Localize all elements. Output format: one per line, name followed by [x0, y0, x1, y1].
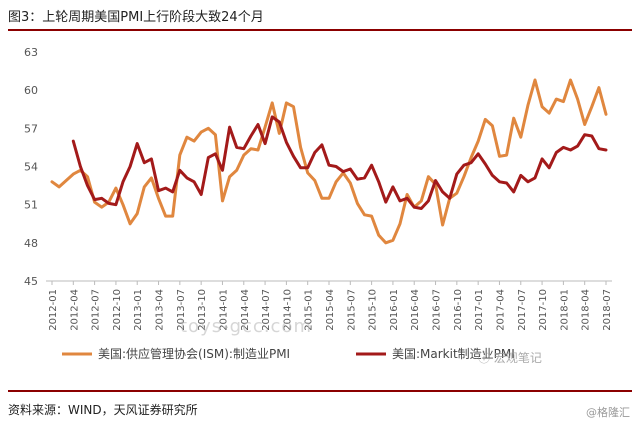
x-tick-label: 2014-10 [282, 289, 293, 331]
x-tick-label: 2016-07 [432, 289, 443, 331]
x-tick-label: 2014-04 [240, 289, 251, 331]
y-tick-label: 57 [24, 122, 38, 135]
legend: 美国:供应管理协会(ISM):制造业PMI 美国:Markit制造业PMI [62, 346, 515, 361]
top-rule [8, 29, 632, 31]
y-tick-label: 60 [24, 84, 38, 97]
x-tick-label: 2015-07 [346, 289, 357, 331]
bottom-rule [8, 390, 632, 392]
x-tick-label: 2016-04 [410, 289, 421, 331]
x-tick-label: 2017-01 [474, 289, 485, 331]
x-tick-label: 2018-01 [559, 289, 570, 331]
x-tick-label: 2017-10 [538, 289, 549, 331]
corner-watermark: @格隆汇 [586, 406, 630, 419]
x-tick-label: 2015-04 [325, 289, 336, 331]
y-tick-label: 54 [24, 161, 38, 174]
x-tick-label: 2015-01 [304, 289, 315, 331]
y-tick-label: 48 [24, 237, 38, 250]
x-tick-label: 2015-10 [368, 289, 379, 331]
y-tick-label: 45 [24, 275, 38, 288]
y-tick-label: 51 [24, 199, 38, 212]
x-tick-label: 2013-10 [197, 289, 208, 331]
x-tick-label: 2012-10 [112, 289, 123, 331]
y-axis: 45 48 51 54 57 60 63 [24, 46, 38, 288]
x-tick-label: 2014-07 [261, 289, 272, 331]
legend-label: 美国:Markit制造业PMI [392, 347, 515, 361]
x-tick-label: 2013-07 [176, 289, 187, 331]
x-tick-label: 2012-07 [91, 289, 102, 331]
x-tick-label: 2017-07 [517, 289, 528, 331]
x-tick-label: 2012-01 [48, 289, 59, 331]
x-tick-label: 2013-04 [155, 289, 166, 331]
center-watermark: toys-gcc.com [180, 316, 312, 337]
ism-pmi-line [50, 78, 608, 245]
y-tick-label: 63 [24, 46, 38, 59]
x-tick-label: 2013-01 [133, 289, 144, 331]
legend-label: 美国:供应管理协会(ISM):制造业PMI [98, 346, 290, 361]
x-tick-label: 2012-04 [69, 289, 80, 331]
x-axis: 2012-01 2012-04 2012-07 2012-10 2013-01 2013-… [46, 280, 613, 331]
legend-watermark: ⓘ 宏观笔记 [478, 351, 542, 365]
x-tick-label: 2018-04 [581, 289, 592, 331]
x-tick-label: 2016-01 [389, 289, 400, 331]
series-lines [50, 78, 608, 245]
source-note: 资料来源：WIND，天风证券研究所 [8, 403, 198, 417]
x-tick-label: 2016-10 [453, 289, 464, 331]
x-tick-label: 2018-07 [602, 289, 613, 331]
figure-title: 图3：上轮周期美国PMI上行阶段大致24个月 [8, 10, 264, 25]
markit-pmi-line [71, 115, 608, 210]
x-tick-label: 2017-04 [495, 289, 506, 331]
x-tick-label: 2014-01 [218, 289, 229, 331]
